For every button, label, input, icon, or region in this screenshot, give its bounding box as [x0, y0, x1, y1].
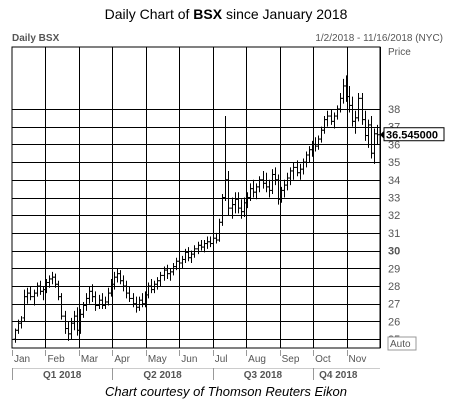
- last-price-box: [383, 127, 445, 142]
- chart-title: Daily Chart of BSX since January 2018: [0, 6, 452, 22]
- month-label: May: [148, 354, 167, 365]
- month-label: Nov: [349, 354, 367, 365]
- y-tick-label: 36: [388, 139, 400, 151]
- month-label: Jun: [181, 354, 197, 365]
- y-tick-label: 29: [388, 263, 400, 275]
- y-tick-label: 35: [388, 157, 400, 169]
- last-price-label: 36.545000: [386, 130, 438, 142]
- panel-label: Daily BSX: [12, 33, 60, 44]
- y-axis-ticks: 2526272829303132333435363738: [388, 104, 400, 346]
- quarter-label: Q3 2018: [244, 370, 283, 381]
- month-label: Mar: [81, 354, 99, 365]
- last-price-marker: 36.545000: [380, 127, 445, 142]
- y-tick-label: 30: [388, 246, 400, 258]
- title-suffix: since January 2018: [222, 6, 348, 22]
- y-tick-label: 32: [388, 210, 400, 222]
- y-tick-label: 31: [388, 228, 400, 240]
- quarter-label: Q1 2018: [43, 370, 82, 381]
- date-range-label: 1/2/2018 - 11/16/2018 (NYC): [315, 33, 443, 44]
- plot-frame: [11, 46, 381, 349]
- quarter-label: Q4 2018: [319, 370, 358, 381]
- y-tick-label: 27: [388, 299, 400, 311]
- title-ticker: BSX: [193, 6, 223, 22]
- y-tick-label: 26: [388, 316, 400, 328]
- chart-caption: Chart courtesy of Thomson Reuters Eikon: [104, 384, 348, 399]
- y-tick-label: 34: [388, 175, 400, 187]
- month-label: Feb: [47, 354, 65, 365]
- month-label: Aug: [248, 354, 266, 365]
- month-label: Apr: [114, 354, 130, 365]
- x-axis: Jan Feb Mar Apr May Jun Jul Aug Sep Oct Nov Q1 2018…: [12, 350, 380, 381]
- chart-grid: [11, 46, 381, 349]
- auto-label[interactable]: Auto: [390, 339, 411, 350]
- month-label: Oct: [315, 354, 331, 365]
- quarter-label: Q2 2018: [143, 370, 182, 381]
- y-tick-label: 28: [388, 281, 400, 293]
- ohlc-bars: [13, 75, 380, 343]
- y-tick-label: 38: [388, 104, 400, 116]
- month-label: Jan: [14, 354, 30, 365]
- y-tick-label: 33: [388, 193, 400, 205]
- auto-scale-toggle[interactable]: Auto: [387, 336, 417, 351]
- month-label: Sep: [282, 354, 300, 365]
- month-label: Jul: [215, 354, 228, 365]
- price-axis-title: Price: [388, 47, 411, 58]
- title-prefix: Daily Chart of: [104, 6, 194, 22]
